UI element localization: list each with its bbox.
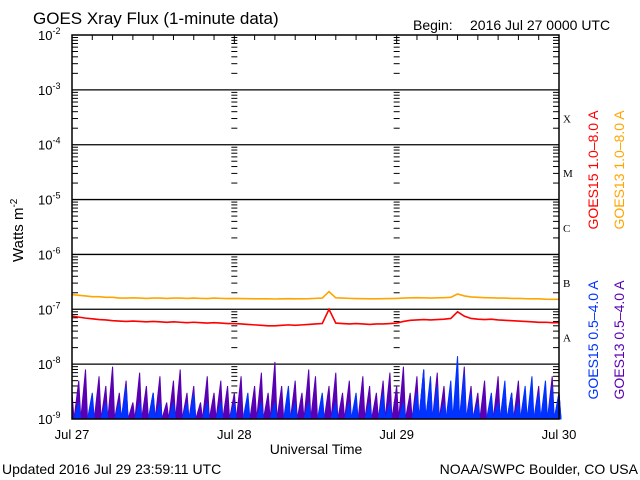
y-tick-label: 10-2 — [38, 26, 60, 43]
x-tick-label: Jul 27 — [55, 427, 90, 442]
y-tick-label: 10-6 — [38, 245, 60, 262]
begin-value: 2016 Jul 27 0000 UTC — [470, 17, 610, 33]
y-tick-label: 10-7 — [38, 300, 60, 317]
y-tick-label: 10-3 — [38, 81, 60, 98]
legend: GOES15 1.0–8.0 A GOES13 1.0–8.0 A GOES15 0… — [585, 110, 627, 400]
flare-class-labels: X M C B A — [563, 113, 573, 344]
footer-updated: Updated 2016 Jul 29 23:59:11 UTC — [2, 461, 221, 477]
flare-class-label: C — [563, 223, 570, 235]
y-tick-label: 10-4 — [38, 136, 60, 153]
x-axis-label: Universal Time — [270, 441, 363, 457]
begin-label: Begin: — [413, 17, 453, 33]
y-tick-label: 10-8 — [38, 355, 60, 372]
flare-class-label: X — [563, 113, 571, 125]
x-tick-label: Jul 30 — [542, 427, 577, 442]
legend-entry: GOES13 0.5–4.0 A — [611, 280, 627, 400]
grid-lines — [72, 89, 559, 365]
footer-credit: NOAA/SWPC Boulder, CO USA — [440, 461, 639, 477]
legend-entry: GOES13 1.0–8.0 A — [611, 110, 627, 230]
series-goes15-1-0-8-0-a — [71, 307, 559, 327]
series-goes13-1-0-8-0-a — [71, 290, 559, 301]
data-series — [71, 290, 562, 420]
flare-class-label: A — [563, 333, 571, 345]
legend-entry: GOES15 1.0–8.0 A — [585, 110, 601, 230]
flare-class-label: M — [563, 168, 573, 180]
y-axis-label: Watts m-2 — [9, 198, 27, 262]
axis-ticks — [72, 35, 559, 419]
x-tick-labels: Jul 27 Jul 28 Jul 29 Jul 30 — [55, 427, 577, 442]
chart-title: GOES Xray Flux (1-minute data) — [33, 9, 279, 28]
x-tick-label: Jul 28 — [217, 427, 252, 442]
legend-entry: GOES15 0.5–4.0 A — [585, 280, 601, 400]
y-tick-label: 10-5 — [38, 191, 60, 208]
x-tick-label: Jul 29 — [379, 427, 414, 442]
flare-class-label: B — [563, 278, 570, 290]
plot-frame — [71, 34, 560, 420]
y-tick-label: 10-9 — [38, 410, 60, 427]
y-tick-labels: 10-2 10-3 10-4 10-5 10-6 10-7 10-8 10-9 — [38, 26, 60, 427]
